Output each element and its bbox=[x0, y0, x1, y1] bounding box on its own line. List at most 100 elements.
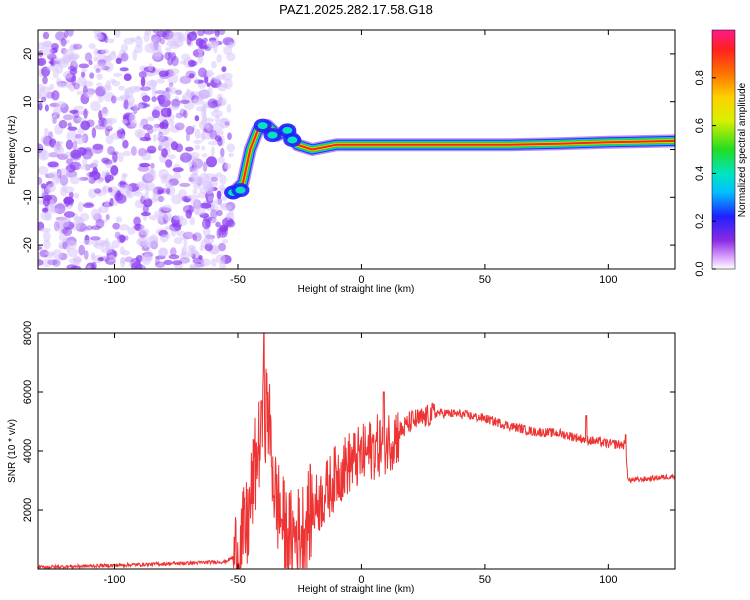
noise-speckle bbox=[101, 157, 110, 164]
noise-speckle bbox=[185, 132, 190, 142]
noise-speckle bbox=[115, 216, 123, 223]
noise-speckle bbox=[59, 175, 69, 186]
noise-speckle bbox=[207, 98, 218, 109]
noise-speckle bbox=[226, 143, 236, 153]
noise-speckle bbox=[58, 216, 70, 228]
noise-speckle bbox=[204, 117, 215, 123]
snr-panel: -100 -50 0 50 100 2000 4000 6000 8000 Height of… bbox=[7, 321, 676, 595]
noise-speckle bbox=[123, 73, 132, 81]
noise-speckle bbox=[84, 91, 94, 98]
noise-speckle bbox=[219, 174, 227, 185]
noise-speckle bbox=[211, 60, 217, 69]
noise-speckle bbox=[48, 171, 59, 179]
noise-speckle bbox=[85, 201, 94, 206]
noise-speckle bbox=[120, 52, 129, 62]
noise-speckle bbox=[118, 152, 124, 163]
noise-speckle bbox=[76, 76, 87, 87]
noise-speckle bbox=[139, 162, 151, 168]
noise-speckle bbox=[174, 122, 185, 131]
noise-speckle bbox=[180, 152, 192, 163]
noise-speckle bbox=[197, 53, 204, 64]
noise-speckle bbox=[119, 246, 125, 255]
noise-speckle bbox=[189, 265, 198, 269]
noise-speckle bbox=[160, 37, 165, 45]
noise-speckle bbox=[91, 225, 101, 230]
noise-speckle bbox=[167, 105, 180, 111]
noise-speckle bbox=[41, 148, 47, 160]
noise-speckle bbox=[60, 37, 67, 47]
noise-speckle bbox=[127, 227, 136, 235]
noise-speckle bbox=[42, 197, 51, 207]
noise-speckle bbox=[117, 181, 126, 188]
noise-speckle bbox=[190, 198, 200, 206]
noise-speckle bbox=[154, 105, 163, 111]
noise-speckle bbox=[112, 72, 123, 78]
noise-speckle bbox=[79, 227, 90, 232]
noise-speckle bbox=[91, 208, 99, 220]
noise-speckle bbox=[88, 43, 96, 50]
spectrogram-y-label: Frequency (Hz) bbox=[7, 116, 18, 185]
noise-speckle bbox=[148, 63, 154, 72]
noise-speckle bbox=[47, 161, 59, 168]
snr-x-ticks: -100 -50 0 50 100 bbox=[104, 333, 618, 586]
noise-speckle bbox=[135, 103, 144, 109]
noise-speckle bbox=[92, 159, 99, 166]
noise-speckle bbox=[220, 204, 232, 211]
spectrogram-x-ticks: -100 -50 0 50 100 bbox=[104, 30, 618, 286]
noise-speckle bbox=[112, 222, 121, 230]
noise-speckle bbox=[193, 98, 204, 105]
noise-speckle bbox=[40, 134, 52, 145]
noise-speckle bbox=[221, 66, 227, 73]
noise-speckle bbox=[207, 87, 213, 98]
noise-speckle bbox=[102, 185, 107, 196]
noise-speckle bbox=[219, 117, 231, 129]
noise-speckle bbox=[118, 85, 125, 91]
noise-speckle bbox=[52, 249, 63, 260]
noise-speckle bbox=[119, 234, 126, 243]
noise-speckle bbox=[159, 139, 164, 151]
noise-speckle bbox=[215, 114, 220, 124]
noise-speckle bbox=[38, 165, 49, 175]
noise-speckle bbox=[58, 241, 65, 249]
spectrogram-y-tick-label: -20 bbox=[22, 237, 34, 253]
noise-speckle bbox=[94, 188, 102, 194]
noise-speckle bbox=[146, 145, 157, 154]
noise-speckle bbox=[193, 139, 203, 144]
noise-speckle bbox=[215, 254, 226, 264]
noise-speckle bbox=[169, 125, 181, 133]
noise-speckle bbox=[171, 194, 183, 205]
noise-speckle bbox=[44, 210, 52, 221]
snr-y-tick-label: 4000 bbox=[22, 439, 34, 463]
noise-speckle bbox=[157, 189, 164, 195]
noise-speckle bbox=[116, 129, 123, 139]
noise-speckle bbox=[38, 259, 44, 266]
noise-speckle bbox=[180, 60, 187, 65]
colorbar-gradient bbox=[711, 29, 736, 270]
noise-speckle bbox=[192, 232, 202, 242]
noise-speckle bbox=[38, 176, 43, 185]
noise-speckle bbox=[168, 84, 173, 94]
noise-speckle bbox=[69, 161, 82, 171]
noise-speckle bbox=[141, 254, 152, 265]
noise-speckle bbox=[52, 113, 57, 125]
noise-speckle bbox=[144, 171, 157, 182]
noise-speckle bbox=[86, 265, 91, 269]
spectrogram-x-tick-label: -100 bbox=[104, 274, 126, 286]
noise-speckle bbox=[202, 161, 208, 173]
noise-speckle bbox=[199, 89, 210, 96]
noise-speckle bbox=[89, 72, 95, 79]
noise-speckle bbox=[39, 227, 52, 233]
noise-speckle bbox=[171, 260, 183, 266]
noise-speckle bbox=[74, 134, 86, 145]
noise-speckle bbox=[203, 234, 215, 245]
noise-speckle bbox=[137, 228, 150, 235]
noise-speckle bbox=[123, 98, 129, 110]
spectrogram-ridge bbox=[224, 118, 675, 200]
noise-speckle bbox=[201, 218, 211, 230]
noise-speckle bbox=[43, 40, 53, 48]
noise-speckle bbox=[199, 202, 212, 209]
noise-speckle bbox=[134, 128, 146, 139]
spectrogram-noise-field bbox=[38, 30, 236, 269]
